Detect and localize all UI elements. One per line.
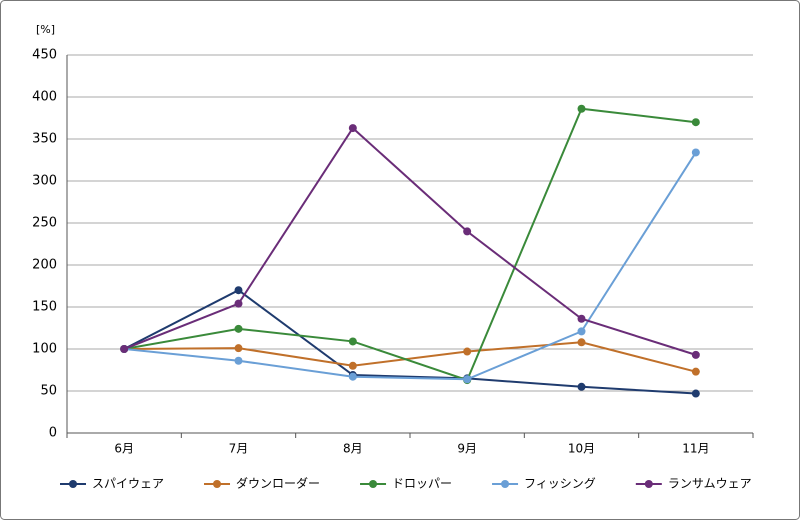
data-point [691, 148, 700, 157]
data-point [691, 389, 700, 398]
data-point [691, 367, 700, 376]
data-point [234, 299, 243, 308]
data-point [577, 382, 586, 391]
x-tick-label: 6月 [114, 442, 134, 456]
series-line [124, 341, 697, 373]
y-tick-label: 150 [32, 300, 57, 315]
data-point [234, 324, 243, 333]
legend-label: ドロッパー [392, 477, 452, 491]
data-point [348, 124, 357, 133]
data-point [234, 286, 243, 295]
y-tick-label: 0 [49, 426, 57, 441]
y-tick-label: 200 [32, 258, 57, 273]
data-point [577, 338, 586, 347]
data-point [120, 345, 129, 353]
legend-label: ランサムウェア [668, 477, 752, 491]
data-point [348, 337, 357, 346]
x-tick-label: 8月 [343, 442, 363, 456]
legend-marker [644, 480, 653, 488]
legend-label: フィッシング [524, 477, 596, 491]
data-point [691, 350, 700, 359]
x-tick-label: 9月 [457, 442, 477, 456]
data-point [463, 347, 472, 356]
x-tick-label: 11月 [682, 442, 709, 456]
x-tick-label: 7月 [229, 442, 249, 456]
y-axis-unit: [%] [36, 23, 55, 36]
y-tick-label: 100 [32, 342, 57, 357]
y-tick-label: 250 [32, 216, 57, 231]
series-line [123, 289, 696, 395]
data-point [577, 314, 586, 323]
data-point [348, 361, 357, 370]
legend-marker [213, 480, 222, 488]
y-tick-label: 350 [32, 132, 57, 147]
data-point [577, 327, 586, 336]
y-tick-label: 400 [32, 90, 57, 105]
legend-label: スパイウェア [92, 477, 164, 491]
legend-label: ダウンローダー [236, 476, 320, 491]
data-point [348, 372, 357, 381]
data-point [463, 375, 472, 384]
data-point [234, 356, 243, 365]
legend-marker [69, 480, 77, 488]
data-point [463, 227, 472, 236]
data-point [577, 104, 586, 113]
series-line [124, 151, 697, 381]
data-point [691, 118, 700, 127]
y-tick-label: 450 [32, 48, 57, 63]
series-line [123, 126, 697, 356]
legend-marker [501, 480, 510, 488]
x-tick-label: 10月 [568, 442, 595, 456]
series-line [123, 107, 696, 382]
y-tick-label: 300 [32, 174, 57, 189]
y-tick-label: 50 [40, 384, 57, 399]
legend-marker [369, 480, 378, 488]
data-point [234, 344, 243, 353]
